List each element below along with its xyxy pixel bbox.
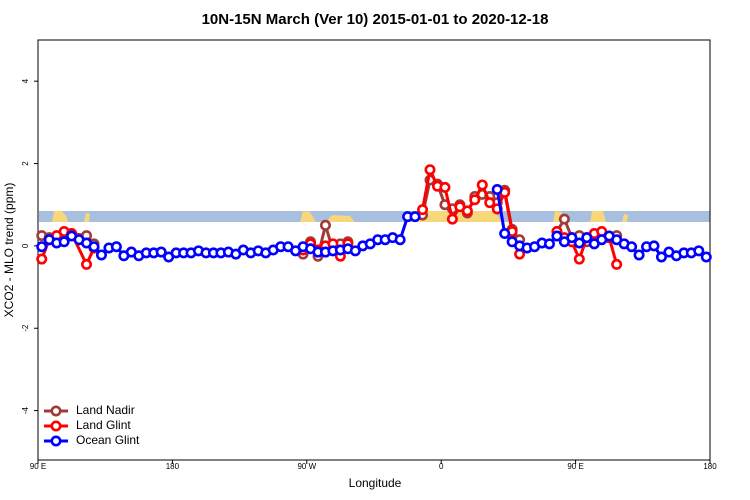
legend-marker (50, 420, 62, 432)
point (439, 181, 451, 193)
x-tick-label: 90 W (297, 462, 316, 471)
point (491, 183, 503, 195)
point (693, 245, 705, 257)
point (424, 164, 436, 176)
land-patch (326, 215, 355, 222)
point (469, 194, 481, 206)
point (88, 241, 100, 253)
land-patch (300, 211, 316, 222)
point (417, 204, 429, 216)
point (581, 232, 593, 244)
point (409, 211, 421, 223)
point (551, 230, 563, 242)
point (349, 245, 361, 257)
point (394, 234, 406, 246)
map-strip (39, 211, 710, 222)
point (573, 237, 585, 249)
land-patch (590, 211, 606, 222)
point (499, 228, 511, 240)
point (58, 236, 70, 248)
point (626, 241, 638, 253)
y-tick-label: 0 (21, 243, 30, 248)
point (36, 253, 48, 265)
point (648, 240, 660, 252)
y-tick-label: 4 (21, 78, 30, 83)
y-tick-label: 2 (21, 161, 30, 166)
point (319, 219, 331, 231)
ocean-band (39, 211, 710, 222)
x-tick-label: 180 (166, 462, 180, 471)
land-patch (84, 213, 90, 222)
point (700, 251, 712, 263)
point (633, 249, 645, 261)
point (655, 251, 667, 263)
x-tick-label: 90 E (567, 462, 583, 471)
point (566, 232, 578, 244)
legend-marker (50, 435, 62, 447)
point (110, 241, 122, 253)
point (36, 241, 48, 253)
point (155, 246, 167, 258)
point (573, 253, 585, 265)
land-patch (52, 211, 68, 222)
y-axis-label: XCO2 - MLO trend (ppm) (2, 183, 16, 318)
y-tick-label: -4 (21, 406, 30, 414)
point (81, 258, 93, 270)
point (543, 238, 555, 250)
point (611, 258, 623, 270)
point (484, 197, 496, 209)
chart-title: 10N-15N March (Ver 10) 2015-01-01 to 202… (202, 11, 549, 28)
x-tick-label: 0 (439, 462, 444, 471)
land-patch (622, 214, 628, 222)
x-axis-label: Longitude (349, 476, 402, 490)
point (476, 179, 488, 191)
legend-label: Ocean Glint (76, 433, 140, 447)
legend-label: Land Nadir (76, 403, 135, 417)
point (446, 213, 458, 225)
point (461, 205, 473, 217)
legend-label: Land Glint (76, 418, 131, 432)
series (36, 183, 712, 263)
legend-marker (50, 405, 62, 417)
point (558, 213, 570, 225)
x-tick-label: 180 (703, 462, 717, 471)
y-tick-label: -2 (21, 324, 30, 332)
x-tick-label: 90 E (30, 462, 46, 471)
point (95, 249, 107, 261)
